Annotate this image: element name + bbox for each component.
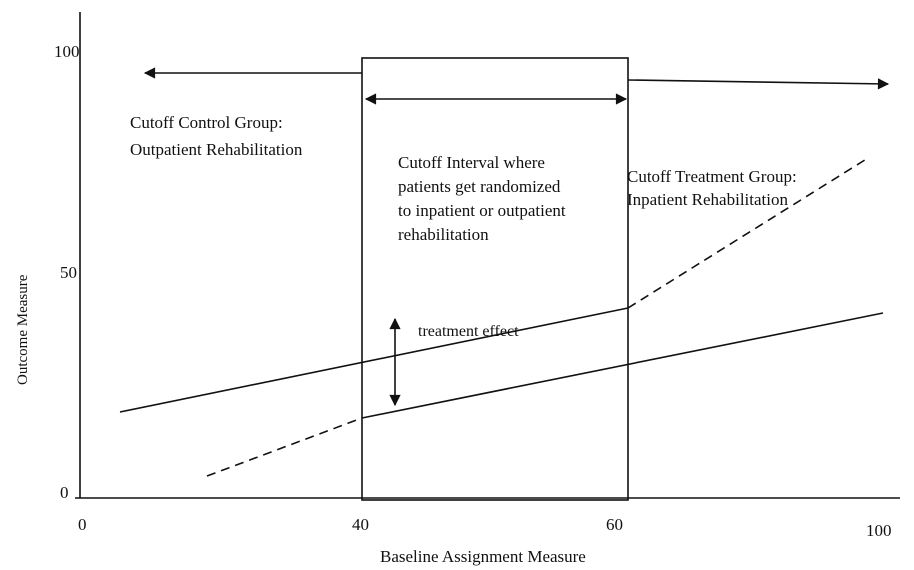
x-tick-label: 60 (606, 515, 623, 534)
y-tick-label: 0 (60, 483, 69, 502)
label: treatment effect (418, 323, 519, 340)
label: Outpatient Rehabilitation (130, 140, 303, 159)
y-axis-title: Outcome Measure (15, 274, 31, 385)
x-tick-label: 40 (352, 515, 369, 534)
label: to inpatient or outpatient (398, 201, 566, 220)
label: Cutoff Interval where (398, 153, 545, 172)
lower-line (361, 312, 884, 419)
upper-line-dashed (627, 157, 869, 309)
label: patients get randomized (398, 177, 561, 196)
lower-line-dashed (206, 417, 363, 477)
x-tick-label: 0 (78, 515, 87, 534)
label: rehabilitation (398, 225, 489, 244)
y-tick-label: 100 (54, 42, 80, 61)
label: Inpatient Rehabilitation (627, 190, 788, 209)
treatment-arrow (627, 78, 890, 90)
upper-line (119, 307, 629, 413)
x-axis-title: Baseline Assignment Measure (380, 547, 586, 566)
label: Cutoff Treatment Group: (627, 167, 797, 186)
label: Cutoff Control Group: (130, 113, 283, 132)
y-tick-label: 50 (60, 263, 77, 282)
cutoff-interval-box (361, 57, 629, 501)
x-tick-label: 100 (866, 521, 892, 540)
